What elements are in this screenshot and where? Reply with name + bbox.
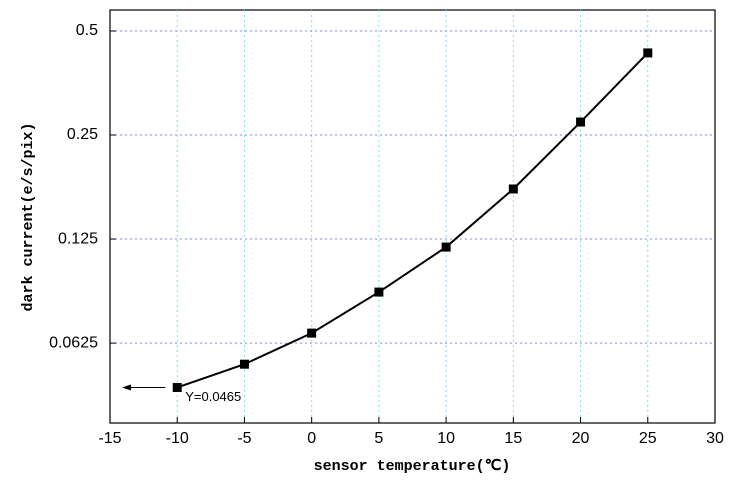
data-point [643, 48, 653, 58]
data-point [374, 287, 384, 297]
x-tick-label: 15 [504, 430, 522, 447]
x-tick-label: 5 [374, 430, 383, 447]
plot-frame [109, 9, 716, 424]
data-point [307, 328, 317, 338]
annotation-arrowhead [122, 384, 131, 391]
data-point [239, 359, 249, 369]
data-point [508, 184, 518, 194]
x-tick-label: 10 [437, 430, 455, 447]
x-tick-label: -10 [166, 430, 189, 447]
y-tick-label: 0.0625 [49, 334, 98, 351]
x-axis-title: sensor temperature(℃) [314, 458, 511, 475]
x-tick-label: 25 [639, 430, 657, 447]
x-tick-label: 0 [307, 430, 316, 447]
data-point [441, 242, 451, 252]
y-axis-title: dark current(e/s/pix) [20, 122, 37, 311]
x-tick-label: 20 [572, 430, 590, 447]
x-tick-label: 30 [706, 430, 724, 447]
y-tick-label: 0.5 [76, 22, 98, 39]
y-tick-label: 0.25 [67, 126, 98, 143]
x-tick-label: -5 [237, 430, 251, 447]
annotation: Y=0.0465 [185, 389, 241, 404]
y-tick-label: 0.125 [58, 230, 98, 247]
data-point [576, 117, 586, 127]
data-line [176, 52, 649, 389]
x-tick-label: -15 [98, 430, 121, 447]
data-point [172, 382, 182, 392]
